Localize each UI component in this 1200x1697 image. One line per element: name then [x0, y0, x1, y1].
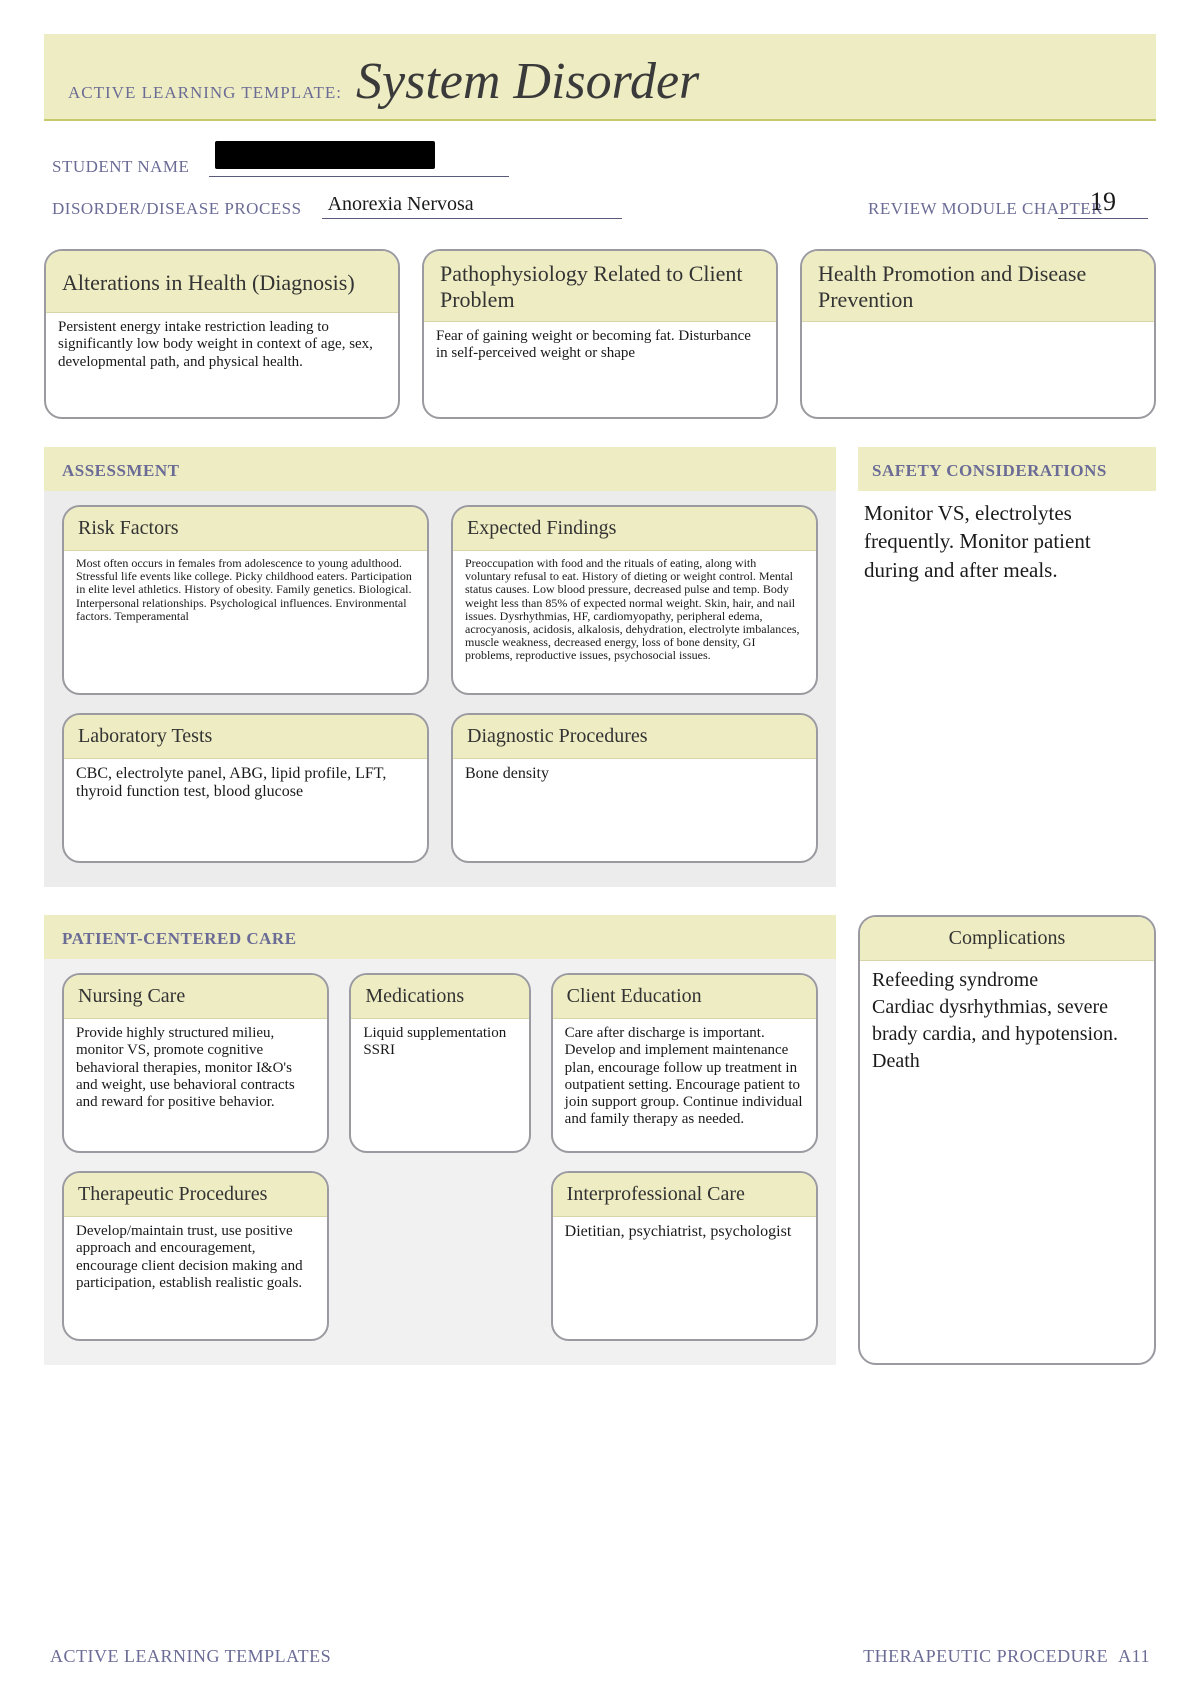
- expected-title: Expected Findings: [453, 507, 816, 551]
- top-row: Alterations in Health (Diagnosis) Persis…: [44, 249, 1156, 419]
- pcc-gap: [349, 1171, 530, 1341]
- header-band: ACTIVE LEARNING TEMPLATE: System Disorde…: [44, 34, 1156, 121]
- safety-content: Monitor VS, electrolytes frequently. Mon…: [858, 491, 1156, 887]
- risk-title: Risk Factors: [64, 507, 427, 551]
- review-label: REVIEW MODULE CHAPTER: [868, 199, 1038, 219]
- footer-page: A11: [1118, 1646, 1150, 1666]
- labs-title: Laboratory Tests: [64, 715, 427, 759]
- meds-content: Liquid supplementation SSRI: [351, 1019, 528, 1151]
- safety-label: SAFETY CONSIDERATIONS: [858, 447, 1156, 491]
- disorder-label: DISORDER/DISEASE PROCESS: [52, 199, 302, 219]
- header-prefix: ACTIVE LEARNING TEMPLATE:: [68, 83, 342, 103]
- page-root: ACTIVE LEARNING TEMPLATE: System Disorde…: [0, 0, 1200, 1697]
- assessment-left: ASSESSMENT Risk Factors Most often occur…: [44, 447, 836, 887]
- footer-right-text: THERAPEUTIC PROCEDURE: [863, 1646, 1108, 1666]
- patho-content: Fear of gaining weight or becoming fat. …: [424, 322, 776, 417]
- complications-content: Refeeding syndrome Cardiac dysrhythmias,…: [860, 961, 1154, 1363]
- promotion-content: [802, 322, 1154, 417]
- student-name-field: [209, 141, 509, 177]
- safety-right: SAFETY CONSIDERATIONS Monitor VS, electr…: [858, 447, 1156, 887]
- expected-card: Expected Findings Preoccupation with foo…: [451, 505, 818, 695]
- labs-card: Laboratory Tests CBC, electrolyte panel,…: [62, 713, 429, 863]
- nursing-content: Provide highly structured milieu, monito…: [64, 1019, 327, 1151]
- assessment-section: ASSESSMENT Risk Factors Most often occur…: [44, 447, 1156, 887]
- nursing-card: Nursing Care Provide highly structured m…: [62, 973, 329, 1153]
- complications-right: Complications Refeeding syndrome Cardiac…: [858, 915, 1156, 1365]
- complications-card: Complications Refeeding syndrome Cardiac…: [858, 915, 1156, 1365]
- disorder-field: Anorexia Nervosa: [322, 193, 622, 219]
- therapeutic-card: Therapeutic Procedures Develop/maintain …: [62, 1171, 329, 1341]
- review-field: 19: [1058, 187, 1148, 219]
- education-card: Client Education Care after discharge is…: [551, 973, 818, 1153]
- therapeutic-content: Develop/maintain trust, use positive app…: [64, 1217, 327, 1339]
- footer-right: THERAPEUTIC PROCEDURE A11: [863, 1646, 1150, 1667]
- footer: ACTIVE LEARNING TEMPLATES THERAPEUTIC PR…: [44, 1628, 1156, 1667]
- alterations-card: Alterations in Health (Diagnosis) Persis…: [44, 249, 400, 419]
- patho-title: Pathophysiology Related to Client Proble…: [424, 251, 776, 322]
- patho-card: Pathophysiology Related to Client Proble…: [422, 249, 778, 419]
- education-content: Care after discharge is important. Devel…: [553, 1019, 816, 1151]
- meds-title: Medications: [351, 975, 528, 1019]
- diag-card: Diagnostic Procedures Bone density: [451, 713, 818, 863]
- meds-card: Medications Liquid supplementation SSRI: [349, 973, 530, 1153]
- promotion-title: Health Promotion and Disease Prevention: [802, 251, 1154, 322]
- footer-left: ACTIVE LEARNING TEMPLATES: [50, 1646, 331, 1667]
- complications-title: Complications: [860, 917, 1154, 961]
- diag-title: Diagnostic Procedures: [453, 715, 816, 759]
- expected-content: Preoccupation with food and the rituals …: [453, 551, 816, 693]
- student-name-label: STUDENT NAME: [52, 157, 189, 177]
- meta-block: STUDENT NAME DISORDER/DISEASE PROCESS An…: [44, 121, 1156, 235]
- interprof-card: Interprofessional Care Dietitian, psychi…: [551, 1171, 818, 1341]
- labs-content: CBC, electrolyte panel, ABG, lipid profi…: [64, 759, 427, 861]
- header-title: System Disorder: [356, 52, 699, 111]
- redacted-name: [215, 141, 435, 169]
- pcc-left: PATIENT-CENTERED CARE Nursing Care Provi…: [44, 915, 836, 1365]
- alterations-content: Persistent energy intake restriction lea…: [46, 313, 398, 417]
- pcc-section: PATIENT-CENTERED CARE Nursing Care Provi…: [44, 915, 1156, 1365]
- nursing-title: Nursing Care: [64, 975, 327, 1019]
- interprof-content: Dietitian, psychiatrist, psychologist: [553, 1217, 816, 1339]
- diag-content: Bone density: [453, 759, 816, 861]
- therapeutic-title: Therapeutic Procedures: [64, 1173, 327, 1217]
- pcc-label: PATIENT-CENTERED CARE: [44, 915, 836, 959]
- alterations-title: Alterations in Health (Diagnosis): [46, 251, 398, 313]
- risk-content: Most often occurs in females from adoles…: [64, 551, 427, 693]
- interprof-title: Interprofessional Care: [553, 1173, 816, 1217]
- promotion-card: Health Promotion and Disease Prevention: [800, 249, 1156, 419]
- education-title: Client Education: [553, 975, 816, 1019]
- risk-card: Risk Factors Most often occurs in female…: [62, 505, 429, 695]
- assessment-label: ASSESSMENT: [44, 447, 836, 491]
